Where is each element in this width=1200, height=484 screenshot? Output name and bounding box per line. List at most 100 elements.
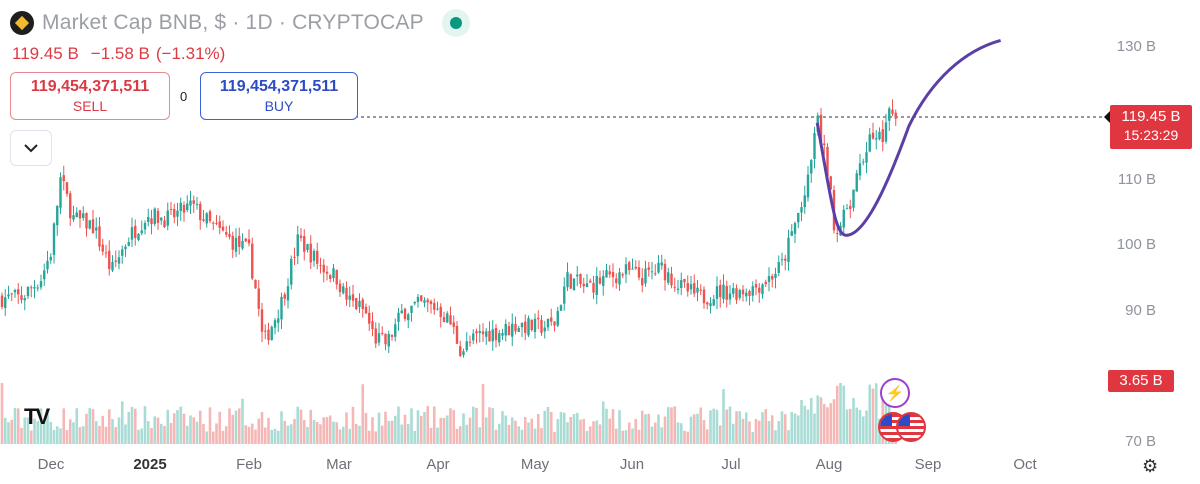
tradingview-logo[interactable]: TV — [24, 404, 50, 429]
candle-body — [446, 313, 449, 323]
volume-bar — [250, 423, 254, 444]
candle-body — [696, 287, 699, 293]
candle-body — [689, 284, 693, 290]
market-status-icon[interactable] — [441, 9, 470, 37]
candle-body — [433, 303, 436, 310]
volume-bar — [140, 428, 144, 444]
candle-body — [410, 305, 413, 313]
candle-body — [485, 331, 488, 337]
collapse-button[interactable] — [10, 130, 52, 166]
change-percent: (−1.31%) — [155, 44, 226, 63]
volume-bar — [800, 399, 803, 444]
volume-bar — [400, 424, 404, 444]
candle-body — [647, 267, 650, 270]
volume-bar — [465, 424, 469, 444]
candle-body — [267, 329, 270, 341]
volume-bar — [757, 420, 761, 444]
candle-body — [218, 221, 221, 228]
volume-bar — [839, 382, 842, 444]
volume-bar — [182, 413, 186, 444]
candle-body — [156, 210, 160, 224]
volume-bar — [117, 417, 121, 444]
volume-bar — [319, 424, 322, 444]
candlesticks — [0, 99, 897, 358]
candle-body — [511, 323, 514, 337]
lightning-icon[interactable]: ⚡ — [880, 378, 910, 408]
x-tick-apr: Apr — [426, 456, 450, 473]
candle-body — [342, 286, 345, 294]
volume-bar — [260, 411, 264, 444]
candle-body — [91, 219, 95, 234]
volume-bar — [455, 428, 459, 444]
volume-bar — [845, 409, 849, 444]
sell-button[interactable]: 119,454,371,511 SELL — [10, 72, 170, 120]
volume-bar — [507, 424, 511, 444]
candle-body — [598, 277, 602, 284]
candle-body — [550, 317, 553, 322]
volume-bar — [575, 412, 579, 444]
candle-body — [241, 240, 244, 249]
bar-countdown: 15:23:29 — [1123, 127, 1179, 143]
candle-body — [530, 319, 533, 331]
volume-bar — [826, 407, 829, 444]
candle-body — [670, 273, 673, 286]
symbol-title[interactable]: Market Cap BNB, $ · 1D · CRYPTOCAP — [42, 11, 424, 34]
candle-body — [449, 315, 452, 325]
x-tick-2025: 2025 — [133, 456, 167, 473]
settings-icon[interactable]: ⚙ — [1142, 456, 1159, 476]
candle-body — [111, 261, 114, 271]
candle-body — [121, 249, 124, 256]
candle-body — [891, 109, 894, 114]
drawn-curve[interactable] — [815, 38, 1001, 237]
volume-bars — [0, 382, 898, 444]
candle-body — [205, 213, 208, 224]
price-change-row: 119.45 B −1.58 B (−1.31%) — [12, 44, 225, 64]
volume-bar — [536, 414, 540, 444]
volume-bar — [52, 429, 56, 444]
volume-bar — [335, 422, 339, 444]
volume-bar — [481, 384, 485, 444]
us-flag-icon[interactable] — [896, 412, 926, 442]
volume-bar — [439, 417, 443, 444]
volume-bar — [124, 424, 127, 444]
volume-bar — [436, 427, 439, 444]
volume-bar — [68, 419, 72, 444]
volume-bar — [413, 430, 417, 444]
candle-body — [520, 322, 524, 328]
volume-bar — [98, 425, 101, 444]
volume-bar — [59, 428, 62, 444]
buy-button[interactable]: 119,454,371,511 BUY — [200, 72, 358, 120]
candle-body — [140, 230, 143, 234]
candle-body — [624, 264, 628, 275]
candle-body — [72, 215, 75, 220]
candle-body — [384, 333, 387, 345]
candle-body — [78, 210, 82, 219]
volume-bar — [475, 407, 478, 444]
volume-bar — [452, 410, 456, 444]
candle-body — [306, 244, 309, 251]
candle-body — [702, 289, 706, 304]
volume-bar — [390, 420, 394, 444]
candle-body — [813, 132, 816, 160]
candle-body — [7, 294, 10, 297]
volume-bar — [403, 414, 407, 444]
volume-bar — [65, 430, 69, 444]
volume-bar — [176, 410, 179, 444]
candle-body — [189, 200, 192, 206]
sell-price: 119,454,371,511 — [30, 78, 150, 95]
candle-body — [803, 195, 806, 208]
candle-body — [52, 223, 56, 255]
candle-body — [871, 132, 875, 139]
x-tick-feb: Feb — [236, 456, 262, 473]
candle-body — [845, 208, 849, 210]
volume-bar — [111, 419, 114, 444]
volume-bar — [829, 403, 833, 444]
volume-bar — [419, 415, 423, 444]
volume-bar — [270, 429, 274, 444]
candle-body — [800, 207, 803, 213]
volume-bar — [663, 416, 667, 444]
volume-bar — [634, 418, 638, 444]
candle-body — [498, 333, 501, 343]
volume-bar — [302, 419, 306, 444]
